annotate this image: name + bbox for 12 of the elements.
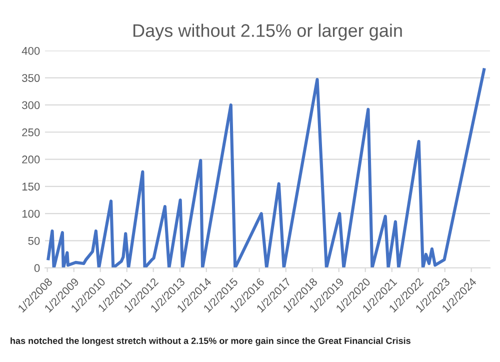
y-tick-label: 300: [22, 101, 40, 110]
chart-title: Days without 2.15% or larger gain: [134, 24, 402, 41]
y-tick-label: 250: [22, 128, 40, 136]
text: has notched the longest stretch without a 2.15% or more gain since the Great Financial Crisis: [10, 337, 410, 346]
y-tick-label: 350: [22, 74, 40, 82]
line-series: [46, 68, 486, 268]
y-tick-label: 150: [22, 182, 40, 191]
y-tick-label: 200: [22, 156, 40, 164]
y-tick-label: 100: [22, 210, 40, 218]
y-tick-label: 400: [22, 46, 40, 55]
y-tick-label: 50: [28, 236, 40, 245]
y-tick-label: 0: [34, 264, 40, 272]
